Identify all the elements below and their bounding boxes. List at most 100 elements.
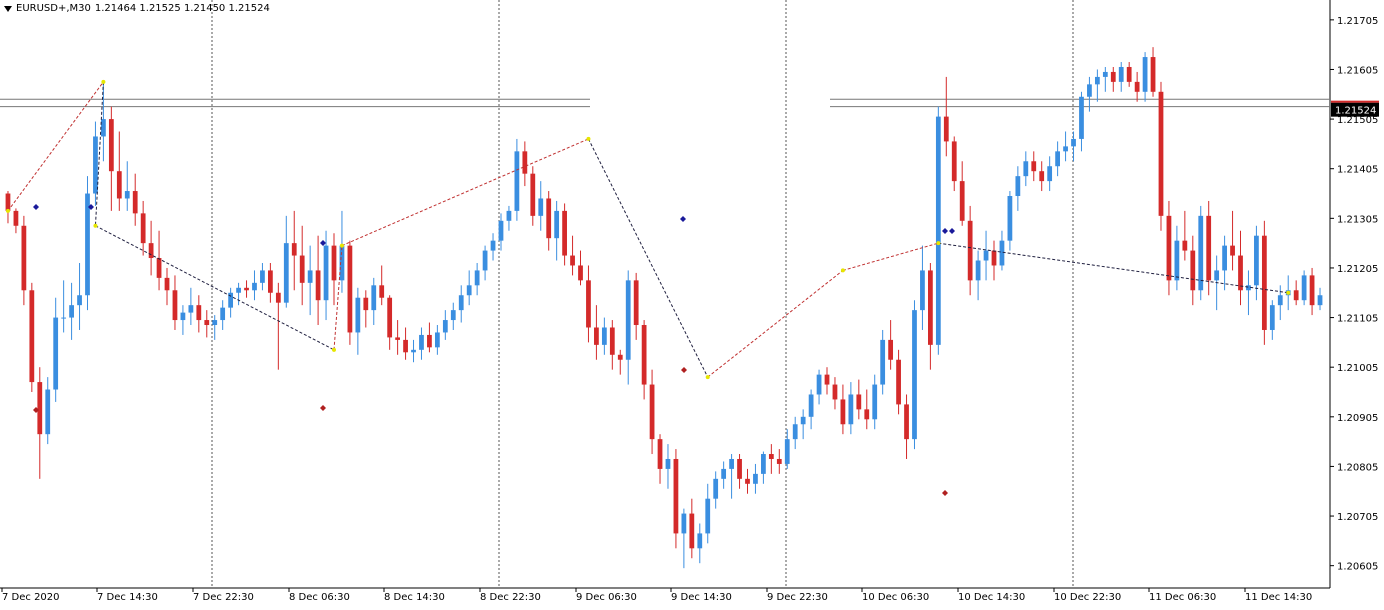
- candle-body: [283, 243, 289, 303]
- candle-body: [594, 327, 599, 345]
- triangle-down-icon[interactable]: [4, 5, 12, 12]
- candle-body: [45, 389, 51, 435]
- time-tick-label: 9 Dec 22:30: [767, 592, 828, 603]
- candle-body: [546, 198, 552, 239]
- candle-body: [538, 198, 544, 216]
- price-tick-label: 1.21105: [1337, 314, 1378, 325]
- candle-body: [1087, 84, 1092, 97]
- candle-body: [1269, 305, 1275, 330]
- candle-body: [578, 265, 583, 281]
- candle-body: [132, 191, 138, 214]
- candle-body: [419, 334, 424, 350]
- candle-body: [1015, 176, 1021, 196]
- zigzag-point: [93, 223, 98, 228]
- price-tick-label: 1.20805: [1337, 462, 1378, 473]
- price-tick-label: 1.20905: [1337, 413, 1378, 424]
- candle-body: [1293, 290, 1299, 301]
- time-tick-label: 10 Dec 06:30: [862, 592, 929, 603]
- diamond-marker: [942, 490, 948, 496]
- candle-body: [570, 255, 575, 266]
- zigzag-point: [101, 79, 106, 84]
- candle-body: [236, 287, 241, 293]
- candle-body: [808, 394, 814, 417]
- candle-body: [856, 394, 862, 410]
- candle-body: [490, 240, 496, 251]
- time-axis-ticks: 7 Dec 2020 7 Dec 14:30 7 Dec 22:30 8 Dec 06…: [1, 588, 1312, 603]
- candle-body: [498, 220, 504, 241]
- candle-body: [1198, 215, 1204, 291]
- candle-body: [116, 171, 122, 199]
- candle-body: [220, 307, 226, 321]
- candle-body: [291, 243, 297, 256]
- candle-body: [753, 473, 758, 484]
- candle-body: [880, 339, 886, 385]
- candle-body: [1174, 240, 1180, 281]
- price-axis-ticks: 1.21705 1.21605 1.21505 1.21405 1.21305 1.212…: [1330, 16, 1378, 573]
- candle-body: [164, 277, 170, 291]
- candle-body: [355, 297, 361, 333]
- zigzag-point: [332, 347, 336, 352]
- candle-body: [1206, 215, 1212, 281]
- diamond-marker: [949, 228, 955, 234]
- candle-body: [1246, 285, 1251, 291]
- current-price-label: 1.21524: [1331, 100, 1379, 117]
- candle-body: [935, 116, 941, 345]
- candle-body: [999, 240, 1005, 266]
- price-tick-label: 1.21605: [1337, 65, 1378, 76]
- candle-body: [816, 374, 822, 395]
- price-tick-label: 1.21405: [1337, 165, 1378, 176]
- candle-body: [61, 317, 67, 319]
- candle-body: [832, 384, 838, 400]
- candle-body: [395, 337, 400, 340]
- candle-body: [904, 404, 909, 440]
- diamond-marker: [320, 240, 326, 246]
- candle-body: [1079, 96, 1084, 139]
- candle-body: [601, 327, 607, 345]
- time-tick-label: 9 Dec 06:30: [576, 592, 637, 603]
- candle-body: [951, 141, 957, 182]
- candle-body: [1150, 57, 1156, 92]
- candle-body: [737, 458, 742, 479]
- candle-body: [824, 374, 830, 385]
- candle-body: [1301, 275, 1307, 301]
- candle-body: [912, 310, 917, 440]
- candle-body: [29, 290, 35, 383]
- candle-body: [307, 270, 313, 283]
- diamond-marker: [942, 228, 948, 234]
- candle-body: [705, 498, 711, 534]
- candle-body: [920, 270, 925, 311]
- zigzag-segment: [588, 138, 709, 378]
- candle-body: [864, 409, 870, 420]
- candle-body: [943, 116, 949, 142]
- candle-body: [1158, 91, 1164, 216]
- candle-body: [411, 349, 416, 353]
- current-price-box: [1331, 102, 1379, 117]
- candle-body: [148, 243, 154, 259]
- candle-body: [196, 305, 202, 321]
- price-tick-label: 1.20605: [1337, 562, 1378, 573]
- diamond-marker: [33, 407, 39, 413]
- candle-body: [665, 458, 671, 469]
- candle-body: [85, 193, 90, 296]
- candle-body: [1039, 171, 1045, 182]
- candle-body: [299, 255, 305, 283]
- candle-body: [848, 394, 854, 425]
- candle-body: [1254, 235, 1259, 286]
- candle-body: [387, 297, 393, 338]
- candle-body: [522, 151, 528, 174]
- candle-body: [1166, 215, 1172, 281]
- day-separators: [211, 0, 1074, 588]
- candle-body: [641, 325, 647, 385]
- candles-group: [5, 47, 1323, 569]
- candle-body: [1309, 275, 1315, 306]
- candle-body: [347, 245, 353, 333]
- time-tick-label: 8 Dec 14:30: [384, 592, 445, 603]
- candle-body: [673, 458, 679, 534]
- candle-body: [800, 416, 806, 425]
- candle-body: [530, 173, 536, 216]
- candle-body: [323, 245, 329, 301]
- candle-body: [1238, 255, 1243, 291]
- time-tick-label: 10 Dec 22:30: [1054, 592, 1121, 603]
